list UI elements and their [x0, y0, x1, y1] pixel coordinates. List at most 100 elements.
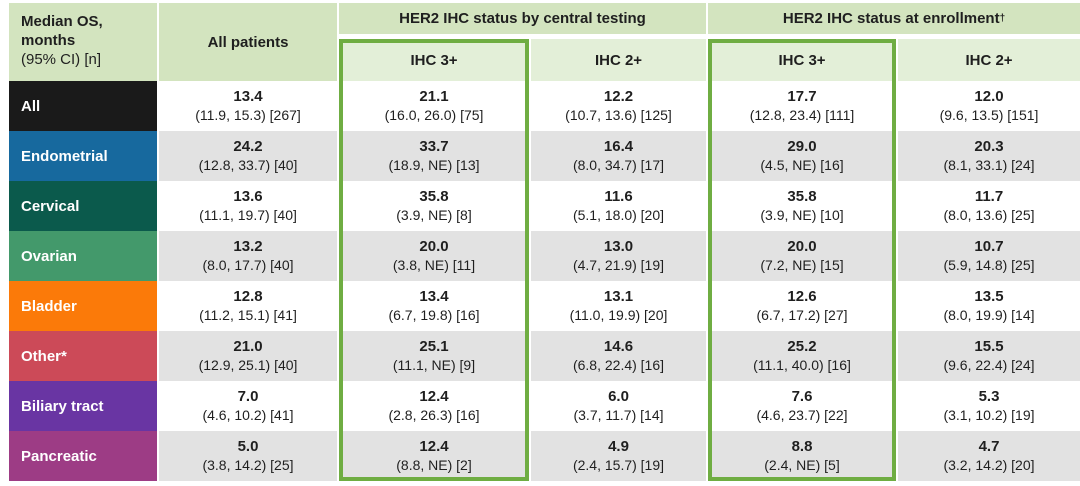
- median-os-value: 20.3: [974, 138, 1004, 155]
- median-os-value: 5.0: [237, 438, 259, 455]
- median-os-value: 35.8: [787, 188, 817, 205]
- data-cell-ovarian: 20.0 (7.2, NE) [15]: [708, 231, 896, 281]
- median-os-value: 25.2: [787, 338, 817, 355]
- ci-n-text: (6.7, 19.8) [16]: [388, 307, 480, 323]
- ci-n-text: (6.7, 17.2) [27]: [756, 307, 848, 323]
- ci-n-text: (5.9, 14.8) [25]: [943, 257, 1035, 273]
- median-os-value: 10.7: [974, 238, 1004, 255]
- ci-n-text: (2.4, NE) [5]: [764, 457, 840, 473]
- data-cell-pancreatic: 4.7 (3.2, 14.2) [20]: [898, 431, 1080, 481]
- enrollment-group-header-text: HER2 IHC status at enrollment: [782, 10, 1000, 27]
- data-cell-cervical: 11.6 (5.1, 18.0) [20]: [531, 181, 706, 231]
- median-os-value: 24.2: [233, 138, 263, 155]
- ci-n-text: (12.8, 23.4) [111]: [749, 107, 855, 123]
- corner-header: Median OS, months (95% CI) [n]: [9, 3, 157, 81]
- median-os-value: 13.6: [233, 188, 263, 205]
- median-os-value: 20.0: [787, 238, 817, 255]
- ci-n-text: (3.9, NE) [10]: [760, 207, 844, 223]
- median-os-value: 8.8: [791, 438, 813, 455]
- data-cell-biliary-tract: 12.4 (2.8, 26.3) [16]: [339, 381, 529, 431]
- median-os-value: 12.2: [603, 88, 634, 105]
- median-os-value: 4.9: [608, 438, 629, 455]
- row-label-pancreatic: Pancreatic: [9, 431, 157, 481]
- median-os-value: 11.7: [974, 188, 1004, 205]
- ci-n-text: (8.1, 33.1) [24]: [943, 157, 1035, 173]
- ci-n-text: (12.8, 33.7) [40]: [198, 157, 298, 173]
- data-cell-biliary-tract: 7.0 (4.6, 10.2) [41]: [159, 381, 337, 431]
- row-label-other: Other*: [9, 331, 157, 381]
- row-label-ovarian: Ovarian: [9, 231, 157, 281]
- data-cell-endometrial: 20.3 (8.1, 33.1) [24]: [898, 131, 1080, 181]
- data-cell-pancreatic: 4.9 (2.4, 15.7) [19]: [531, 431, 706, 481]
- row-label-endometrial: Endometrial: [9, 131, 157, 181]
- data-cell-all: 13.4 (11.9, 15.3) [267]: [159, 81, 337, 131]
- ci-n-text: (5.1, 18.0) [20]: [572, 207, 665, 223]
- median-os-value: 20.0: [419, 238, 449, 255]
- ci-n-text: (11.2, 15.1) [41]: [199, 307, 297, 323]
- median-os-value: 7.6: [791, 388, 813, 405]
- data-cell-biliary-tract: 7.6 (4.6, 23.7) [22]: [708, 381, 896, 431]
- ci-n-text: (2.8, 26.3) [16]: [388, 407, 480, 423]
- data-cell-all: 17.7 (12.8, 23.4) [111]: [708, 81, 896, 131]
- median-os-value: 15.5: [974, 338, 1004, 355]
- data-cell-endometrial: 29.0 (4.5, NE) [16]: [708, 131, 896, 181]
- ci-n-text: (11.1, 19.7) [40]: [199, 207, 297, 223]
- data-cell-pancreatic: 5.0 (3.8, 14.2) [25]: [159, 431, 337, 481]
- median-os-value: 16.4: [603, 138, 634, 155]
- data-cell-other: 25.2 (11.1, 40.0) [16]: [708, 331, 896, 381]
- enrollment-ihc2-column-header: IHC 2+: [898, 39, 1080, 81]
- median-os-value: 12.0: [974, 88, 1004, 105]
- data-cell-all: 21.1 (16.0, 26.0) [75]: [339, 81, 529, 131]
- data-cell-bladder: 12.8 (11.2, 15.1) [41]: [159, 281, 337, 331]
- data-cell-ovarian: 20.0 (3.8, NE) [11]: [339, 231, 529, 281]
- ci-n-text: (9.6, 22.4) [24]: [943, 357, 1035, 373]
- data-cell-biliary-tract: 5.3 (3.1, 10.2) [19]: [898, 381, 1080, 431]
- data-cell-ovarian: 13.2 (8.0, 17.7) [40]: [159, 231, 337, 281]
- median-os-value: 13.2: [233, 238, 263, 255]
- median-os-table: Median OS, months (95% CI) [n] All patie…: [9, 3, 1080, 481]
- ci-n-text: (2.4, 15.7) [19]: [572, 457, 665, 473]
- data-cell-pancreatic: 12.4 (8.8, NE) [2]: [339, 431, 529, 481]
- row-label-cervical: Cervical: [9, 181, 157, 231]
- median-os-value: 13.1: [603, 288, 634, 305]
- ci-n-text: (8.0, 34.7) [17]: [572, 157, 665, 173]
- ci-n-text: (10.7, 13.6) [125]: [565, 107, 672, 123]
- median-os-value: 12.4: [419, 438, 449, 455]
- median-os-value: 33.7: [419, 138, 449, 155]
- ci-n-text: (4.6, 10.2) [41]: [202, 407, 294, 423]
- ci-n-text: (3.8, 14.2) [25]: [202, 457, 294, 473]
- data-cell-other: 14.6 (6.8, 22.4) [16]: [531, 331, 706, 381]
- median-os-value: 4.7: [978, 438, 1000, 455]
- row-label-bladder: Bladder: [9, 281, 157, 331]
- data-cell-bladder: 13.1 (11.0, 19.9) [20]: [531, 281, 706, 331]
- data-cell-bladder: 12.6 (6.7, 17.2) [27]: [708, 281, 896, 331]
- ci-n-text: (11.9, 15.3) [267]: [195, 107, 301, 123]
- data-cell-other: 21.0 (12.9, 25.1) [40]: [159, 331, 337, 381]
- data-cell-other: 15.5 (9.6, 22.4) [24]: [898, 331, 1080, 381]
- median-os-value: 13.0: [603, 238, 634, 255]
- median-os-value: 12.6: [787, 288, 817, 305]
- row-label-biliary-tract: Biliary tract: [9, 381, 157, 431]
- median-os-value: 29.0: [787, 138, 817, 155]
- ci-n-text: (4.6, 23.7) [22]: [756, 407, 848, 423]
- median-os-value: 14.6: [603, 338, 634, 355]
- median-os-value: 7.0: [237, 388, 259, 405]
- median-os-value: 13.4: [233, 88, 263, 105]
- median-os-value: 13.5: [974, 288, 1004, 305]
- central-testing-group-header: HER2 IHC status by central testing: [339, 3, 706, 39]
- data-cell-pancreatic: 8.8 (2.4, NE) [5]: [708, 431, 896, 481]
- data-cell-cervical: 13.6 (11.1, 19.7) [40]: [159, 181, 337, 231]
- ci-n-text: (3.9, NE) [8]: [396, 207, 472, 223]
- median-os-value: 25.1: [419, 338, 449, 355]
- ci-n-text: (11.1, NE) [9]: [392, 357, 476, 373]
- median-os-value: 17.7: [787, 88, 817, 105]
- data-cell-cervical: 35.8 (3.9, NE) [10]: [708, 181, 896, 231]
- data-cell-all: 12.2 (10.7, 13.6) [125]: [531, 81, 706, 131]
- median-os-value: 5.3: [978, 388, 1000, 405]
- data-cell-all: 12.0 (9.6, 13.5) [151]: [898, 81, 1080, 131]
- ci-n-text: (3.7, 11.7) [14]: [573, 407, 664, 423]
- enrollment-ihc3-column-header: IHC 3+: [708, 39, 896, 81]
- ci-n-text: (9.6, 13.5) [151]: [939, 107, 1039, 123]
- median-os-value: 13.4: [419, 288, 449, 305]
